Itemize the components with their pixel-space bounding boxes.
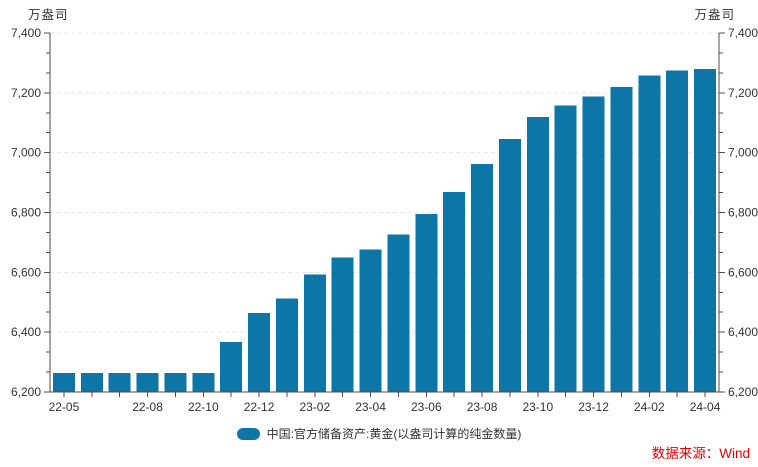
y-axis-label-left: 6,800 [11,206,41,220]
y-axis-label-left: 6,400 [11,325,41,339]
bar[interactable] [471,164,494,392]
bar[interactable] [136,372,159,392]
bar[interactable] [164,372,187,392]
y-axis-label-left: 6,200 [11,385,41,399]
bar[interactable] [387,234,410,392]
y-axis-label-right: 7,200 [728,86,758,100]
x-axis-label: 23-10 [522,400,553,414]
x-axis-label: 23-04 [355,400,386,414]
y-axis-label-right: 7,400 [728,26,758,40]
left-axis-unit-label: 万盎司 [28,8,69,22]
bar[interactable] [80,372,103,392]
bar[interactable] [498,138,521,392]
y-axis-label-right: 6,800 [728,206,758,220]
bar[interactable] [108,372,131,392]
legend: 中国:官方储备资产:黄金(以盎司计算的纯金数量) [0,425,758,442]
x-axis-label: 24-04 [690,400,721,414]
y-axis-label-right: 6,200 [728,385,758,399]
x-axis-label: 22-05 [49,400,80,414]
y-axis-label-right: 6,400 [728,325,758,339]
bar[interactable] [610,87,633,392]
bar[interactable] [694,68,717,393]
bar[interactable] [248,313,271,392]
bar[interactable] [275,298,298,392]
y-axis-label-left: 7,400 [11,26,41,40]
x-axis-label: 24-02 [634,400,665,414]
bar[interactable] [526,116,549,393]
x-axis-label: 23-12 [578,400,609,414]
bar[interactable] [303,274,326,392]
bar[interactable] [359,249,382,392]
y-axis-label-left: 7,000 [11,146,41,160]
bar[interactable] [666,70,689,392]
x-axis-label: 22-10 [188,400,219,414]
bar[interactable] [331,257,354,392]
bar[interactable] [192,372,215,392]
right-axis-unit-label: 万盎司 [694,8,735,22]
bar[interactable] [443,191,466,392]
x-axis-label: 22-12 [244,400,275,414]
x-axis-label: 22-08 [132,400,163,414]
bar[interactable] [554,105,577,393]
bar[interactable] [415,214,438,392]
bar[interactable] [220,342,243,392]
x-axis-label: 23-06 [411,400,442,414]
x-axis-label: 23-02 [299,400,330,414]
y-axis-label-right: 6,600 [728,265,758,279]
x-axis-label: 23-08 [467,400,498,414]
bar[interactable] [582,96,605,392]
y-axis-label-right: 7,000 [728,146,758,160]
y-axis-label-left: 7,200 [11,86,41,100]
y-axis-label-left: 6,600 [11,265,41,279]
data-source-note: 数据来源：Wind [651,446,750,461]
legend-series-label[interactable]: 中国:官方储备资产:黄金(以盎司计算的纯金数量) [266,427,522,441]
bar[interactable] [52,372,75,392]
bar[interactable] [638,75,661,393]
legend-swatch[interactable] [236,427,260,440]
